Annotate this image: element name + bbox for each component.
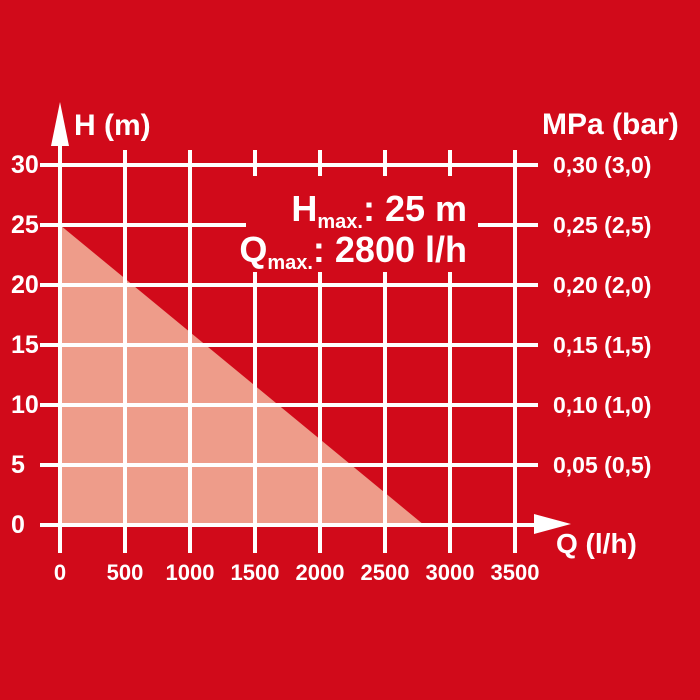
y-axis-title-right: MPa (bar)	[542, 108, 679, 141]
right-axis-tick-label: 0,15 (1,5)	[553, 332, 652, 358]
y-axis-tick-label: 15	[11, 331, 39, 359]
q-max-subscript: max.	[267, 252, 313, 274]
y-axis-title-left: H (m)	[74, 109, 151, 142]
x-axis-tick-label: 0	[53, 560, 67, 585]
right-axis-tick-label: 0,25 (2,5)	[553, 212, 652, 238]
q-max-value: : 2800 l/h	[312, 229, 467, 270]
x-axis-title: Q (l/h)	[556, 528, 637, 559]
right-axis-tick-label: 0,20 (2,0)	[553, 272, 652, 298]
y-axis-tick-label: 25	[11, 211, 39, 239]
right-axis-tick-label: 0,05 (0,5)	[553, 452, 652, 478]
y-axis-arrow-icon	[51, 102, 69, 146]
x-axis-tick-label: 500	[106, 560, 144, 585]
x-axis-tick-label: 1000	[165, 560, 215, 585]
y-axis-tick-label: 30	[11, 151, 39, 179]
right-axis-tick-label: 0,10 (1,0)	[553, 392, 652, 418]
y-axis-tick-label: 20	[11, 271, 39, 299]
h-max-subscript: max.	[317, 211, 363, 233]
x-axis-tick-label: 2500	[360, 560, 410, 585]
h-max-annotation: Hmax.: 25 m	[291, 191, 467, 239]
x-axis-tick-label: 3000	[425, 560, 475, 585]
right-axis-tick-label: 0,30 (3,0)	[553, 152, 652, 178]
x-axis-arrow-icon	[534, 514, 571, 534]
x-axis-tick-label: 2000	[295, 560, 345, 585]
y-axis-tick-label: 5	[11, 451, 25, 479]
annotation-background	[246, 176, 478, 272]
q-max-annotation: Qmax.: 2800 l/h	[239, 232, 467, 280]
x-axis-tick-label: 1500	[230, 560, 280, 585]
y-axis-tick-label: 10	[11, 391, 39, 419]
q-max-symbol: Q	[239, 229, 268, 270]
y-axis-tick-label: 0	[11, 511, 25, 539]
h-max-symbol: H	[291, 188, 318, 229]
h-max-value: : 25 m	[362, 188, 467, 229]
pump-curve-area	[60, 225, 424, 525]
x-axis-tick-label: 3500	[490, 560, 540, 585]
